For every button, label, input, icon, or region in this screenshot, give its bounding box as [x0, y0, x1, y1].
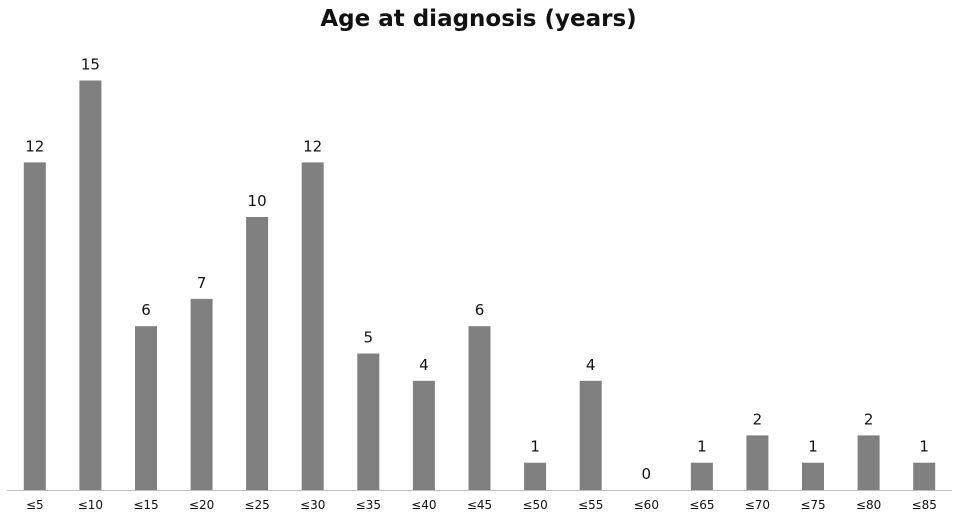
bar-15	[857, 435, 880, 490]
bar-5	[301, 162, 324, 490]
x-tick-label-11: ≤60	[634, 498, 659, 512]
bar-value-label-0: 12	[25, 137, 44, 155]
bar-1	[79, 80, 102, 490]
x-tick-label-7: ≤40	[411, 498, 436, 512]
x-tick-label-10: ≤55	[578, 498, 603, 512]
bar-14	[802, 462, 824, 490]
x-tick-label-13: ≤70	[745, 498, 770, 512]
bar-value-label-5: 12	[303, 137, 322, 155]
bars-group	[23, 80, 936, 490]
x-tick-label-12: ≤65	[689, 498, 714, 512]
x-tick-label-9: ≤50	[522, 498, 547, 512]
x-tick-label-6: ≤35	[356, 498, 381, 512]
bar-0	[23, 162, 46, 490]
x-tick-label-16: ≤85	[912, 498, 937, 512]
bar-16	[913, 462, 936, 490]
x-tick-label-14: ≤75	[800, 498, 825, 512]
bar-value-label-8: 6	[475, 301, 485, 319]
bar-value-label-10: 4	[586, 356, 596, 374]
bar-value-label-7: 4	[419, 356, 429, 374]
bar-value-label-3: 7	[197, 274, 207, 292]
x-tick-label-0: ≤5	[26, 498, 44, 512]
x-tick-label-3: ≤20	[189, 498, 214, 512]
bar-value-label-15: 2	[864, 410, 874, 428]
chart-title: Age at diagnosis (years)	[320, 6, 637, 32]
bar-value-label-12: 1	[697, 438, 707, 456]
bar-value-label-1: 15	[81, 56, 100, 74]
x-tick-label-5: ≤30	[300, 498, 325, 512]
x-tick-label-1: ≤10	[78, 498, 103, 512]
bar-12	[690, 462, 713, 490]
bar-3	[190, 298, 213, 490]
bar-2	[135, 326, 157, 490]
bar-13	[746, 435, 769, 490]
bar-value-label-14: 1	[808, 438, 818, 456]
bar-10	[579, 380, 602, 490]
x-tick-label-2: ≤15	[133, 498, 158, 512]
bar-8	[468, 326, 491, 490]
bar-6	[357, 353, 380, 490]
bar-value-label-16: 1	[919, 438, 929, 456]
bar-value-label-4: 10	[248, 192, 267, 210]
bar-4	[246, 217, 269, 490]
x-tick-label-8: ≤45	[467, 498, 492, 512]
bar-9	[524, 462, 547, 490]
bar-value-label-6: 5	[364, 329, 374, 347]
bar-value-label-9: 1	[530, 438, 540, 456]
bar-value-label-2: 6	[141, 301, 151, 319]
bar-value-label-11: 0	[642, 465, 652, 483]
bar-value-label-13: 2	[753, 410, 763, 428]
x-tick-labels-group: ≤5 ≤10 ≤15 ≤20 ≤25 ≤30 ≤35 ≤40 ≤45 ≤50 ≤55 ≤60 ≤65 ≤7…	[26, 498, 937, 512]
bar-7	[412, 380, 435, 490]
x-tick-label-15: ≤80	[856, 498, 881, 512]
x-tick-label-4: ≤25	[244, 498, 269, 512]
